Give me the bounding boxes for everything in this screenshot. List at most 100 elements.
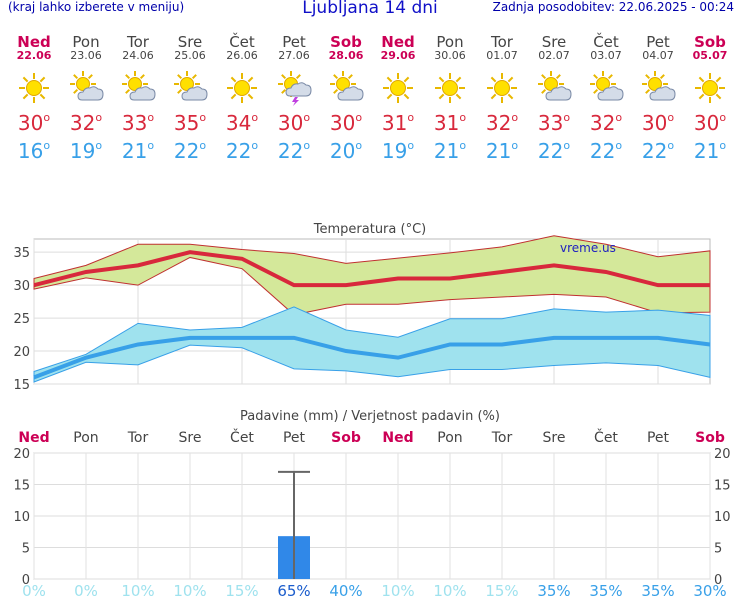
- day-date: 26.06: [226, 49, 258, 62]
- temp-tick-label: 20: [13, 345, 30, 360]
- sun-icon: [424, 70, 476, 106]
- page-title: Ljubljana 14 dni: [302, 0, 438, 18]
- temp-min: 20o: [329, 139, 363, 163]
- temp-max: 30o: [641, 111, 675, 135]
- temp-min: 22o: [277, 139, 311, 163]
- precip-probability: 35%: [641, 582, 674, 600]
- precip-tick-label-left: 20: [13, 447, 30, 462]
- temp-min: 16o: [17, 139, 51, 163]
- precip-day-label: Pet: [283, 430, 306, 446]
- precip-day-label: Sre: [179, 430, 202, 446]
- day-name: Pon: [436, 33, 464, 51]
- precip-tick-label-right: 10: [714, 510, 731, 525]
- temp-min: 22o: [173, 139, 207, 163]
- day-name: Tor: [127, 33, 149, 51]
- precip-chart-title: Padavine (mm) / Verjetnost padavin (%): [240, 409, 500, 424]
- temp-max: 30o: [17, 111, 51, 135]
- min-temp-line: [33, 335, 711, 380]
- day-column: Sre 25.06 35o 22o: [164, 34, 216, 174]
- temp-max: 30o: [277, 111, 311, 135]
- precip-day-label: Pon: [437, 430, 462, 446]
- precip-day-label: Čet: [594, 428, 618, 446]
- temp-min: 21o: [433, 139, 467, 163]
- precip-tick-label-left: 15: [13, 479, 30, 494]
- sun-cloud-icon: [320, 70, 372, 106]
- precip-day-label: Sob: [331, 430, 361, 446]
- sun-icon: [684, 70, 736, 106]
- day-column: Pet 27.06 30o 22o: [268, 34, 320, 174]
- precip-tick-label-right: 0: [714, 573, 722, 588]
- precip-probability: 10%: [173, 582, 206, 600]
- precip-day-label: Čet: [230, 428, 254, 446]
- sun-icon: [476, 70, 528, 106]
- temp-min: 22o: [589, 139, 623, 163]
- sun-storm-icon: [268, 70, 320, 106]
- day-date: 01.07: [486, 49, 518, 62]
- temp-max: 31o: [381, 111, 415, 135]
- precip-tick-label-left: 0: [22, 573, 30, 588]
- precip-probability: 0%: [74, 582, 98, 600]
- day-name: Čet: [229, 33, 255, 51]
- day-name: Pon: [72, 33, 100, 51]
- temp-max: 31o: [433, 111, 467, 135]
- temp-max: 33o: [121, 111, 155, 135]
- day-name: Pet: [282, 33, 306, 51]
- sun-icon: [216, 70, 268, 106]
- temp-tick-label: 35: [13, 246, 30, 261]
- day-date: 05.07: [692, 49, 728, 62]
- precip-probability: 0%: [22, 582, 46, 600]
- precip-tick-label-left: 10: [13, 510, 30, 525]
- day-column: Pon 30.06 31o 21o: [424, 34, 476, 174]
- precip-probability: 35%: [589, 582, 622, 600]
- temp-min: 21o: [693, 139, 727, 163]
- precip-day-label: Sob: [695, 430, 725, 446]
- day-date: 03.07: [590, 49, 622, 62]
- temp-min: 22o: [537, 139, 571, 163]
- precip-tick-label-right: 15: [714, 479, 731, 494]
- day-column: Sob 05.07 30o 21o: [684, 34, 736, 174]
- day-name: Tor: [491, 33, 513, 51]
- temp-min: 21o: [485, 139, 519, 163]
- sun-cloud-icon: [164, 70, 216, 106]
- temp-tick-label: 25: [13, 312, 30, 327]
- day-name: Sob: [330, 33, 362, 51]
- day-name: Čet: [593, 33, 619, 51]
- temp-max: 33o: [537, 111, 571, 135]
- precip-probability: 15%: [485, 582, 518, 600]
- header-menu-hint[interactable]: (kraj lahko izberete v meniju): [8, 0, 185, 14]
- charts-svg: Temperatura (°C) 15 20 25 30 35 vreme.us Padavi…: [13, 222, 731, 600]
- day-column: Sre 02.07 33o 22o: [528, 34, 580, 174]
- day-date: 24.06: [122, 49, 154, 62]
- charts-area: Temperatura (°C) 15 20 25 30 35 vreme.us Padavi…: [0, 214, 740, 600]
- watermark: vreme.us: [560, 241, 616, 255]
- min-temp-band: [33, 306, 711, 383]
- day-date: 23.06: [70, 49, 102, 62]
- day-column: Ned 22.06 30o 16o: [8, 34, 60, 174]
- day-column: Pon 23.06 32o 19o: [60, 34, 112, 174]
- precip-day-label: Ned: [18, 430, 49, 446]
- precip-tick-label-left: 5: [22, 542, 30, 557]
- sun-cloud-icon: [60, 70, 112, 106]
- precip-probability: 10%: [121, 582, 154, 600]
- precip-probability: 35%: [537, 582, 570, 600]
- precip-probability: 65%: [277, 582, 310, 600]
- temp-min: 19o: [381, 139, 415, 163]
- temp-max: 32o: [589, 111, 623, 135]
- day-date: 22.06: [16, 49, 52, 62]
- precip-probability: 10%: [433, 582, 466, 600]
- precip-probability: 30%: [693, 582, 726, 600]
- day-column: Ned 29.06 31o 19o: [372, 34, 424, 174]
- day-column: Čet 26.06 34o 22o: [216, 34, 268, 174]
- temp-min: 21o: [121, 139, 155, 163]
- last-update: Zadnja posodobitev: 22.06.2025 - 00:24: [492, 0, 734, 14]
- temp-max: 32o: [69, 111, 103, 135]
- precip-day-label: Tor: [127, 430, 149, 446]
- max-temp-line: [33, 250, 710, 288]
- day-column: Sob 28.06 30o 20o: [320, 34, 372, 174]
- temp-min: 22o: [641, 139, 675, 163]
- day-date: 30.06: [434, 49, 466, 62]
- temp-max: 30o: [693, 111, 727, 135]
- precip-tick-label-right: 20: [714, 447, 731, 462]
- precip-tick-label-right: 5: [714, 542, 722, 557]
- temp-tick-label: 15: [13, 378, 30, 393]
